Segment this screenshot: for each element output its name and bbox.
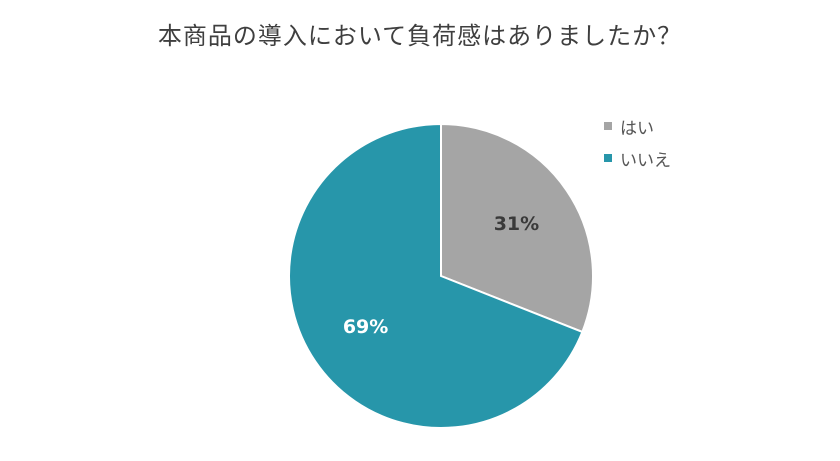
pie-slice-hai — [440, 122, 594, 334]
legend-swatch-hai — [604, 122, 612, 130]
pie-slice-iie — [288, 122, 584, 429]
legend-item-iie: いいえ — [604, 142, 671, 174]
legend-item-hai: はい — [604, 110, 671, 142]
legend-swatch-iie — [604, 154, 612, 162]
legend: はい いいえ — [604, 110, 671, 174]
chart-title: 本商品の導入において負荷感はありましたか？ — [157, 22, 683, 50]
data-label-iie: 69% — [343, 316, 388, 338]
legend-label-iie: いいえ — [620, 150, 671, 171]
data-label-hai: 31% — [494, 213, 539, 235]
legend-label-hai: はい — [620, 118, 654, 139]
